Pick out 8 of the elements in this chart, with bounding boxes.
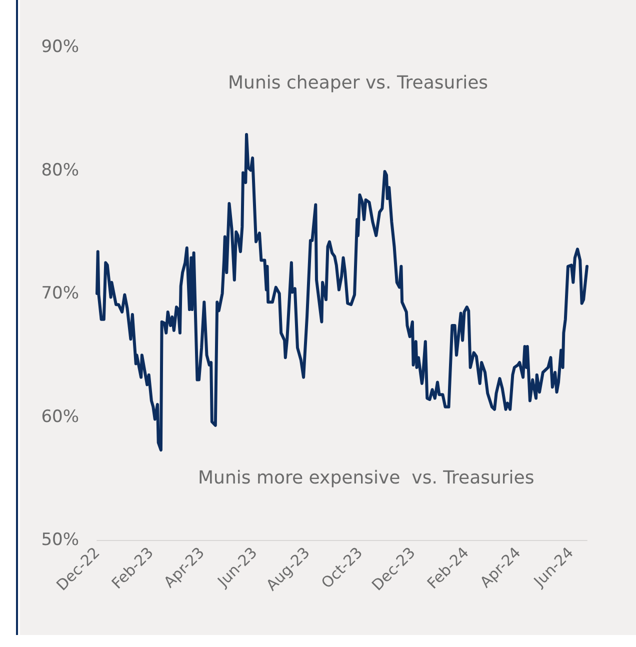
line-series bbox=[96, 133, 588, 452]
y-tick-label: 70% bbox=[41, 284, 79, 304]
y-tick-label: 90% bbox=[41, 37, 79, 57]
y-tick-label: 80% bbox=[41, 160, 79, 180]
annotation: Munis more expensive vs. Treasuries bbox=[198, 468, 534, 488]
annotation: Munis cheaper vs. Treasuries bbox=[228, 72, 488, 94]
y-tick-label: 60% bbox=[41, 406, 79, 427]
y-tick-label: 50% bbox=[41, 530, 79, 550]
